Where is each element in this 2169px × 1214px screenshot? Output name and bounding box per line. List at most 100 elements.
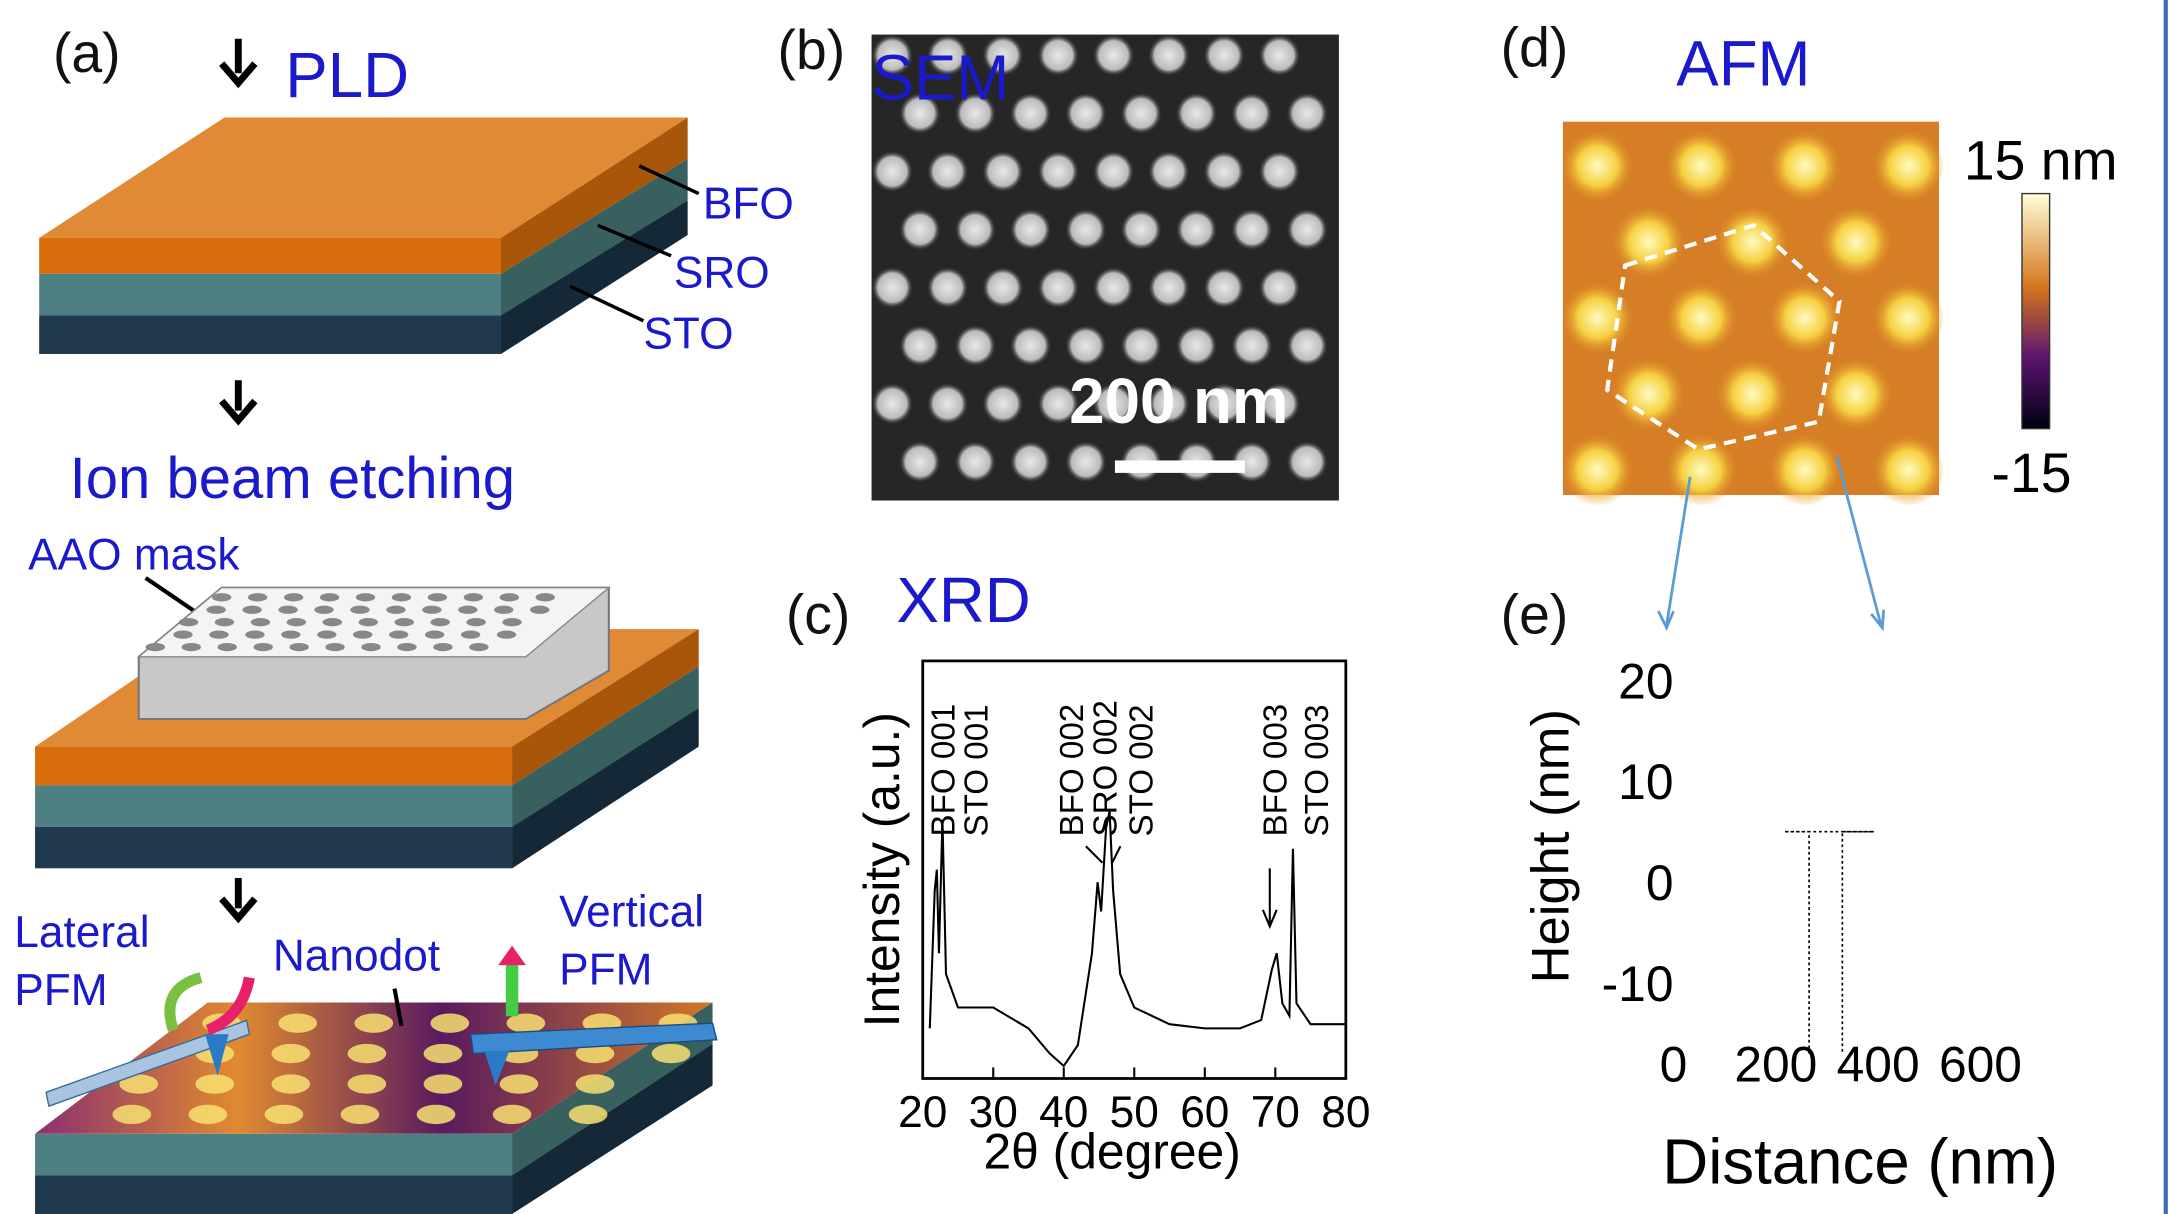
mask-hole <box>350 606 369 614</box>
afm-dot <box>1820 206 1892 278</box>
sem-dot <box>1148 35 1189 76</box>
sem-dot <box>1093 35 1134 76</box>
sem-dot <box>1010 441 1051 482</box>
sem-dot <box>1010 209 1051 250</box>
afm-dot <box>1820 358 1892 430</box>
mask-hole <box>425 631 444 639</box>
sem-dot <box>1120 325 1161 366</box>
height-profile <box>1784 832 1874 1054</box>
sem-dot <box>1037 267 1078 308</box>
afm-dot <box>1873 130 1945 202</box>
sem-dot <box>1010 325 1051 366</box>
sem-dot <box>927 267 968 308</box>
surface-dot <box>417 1105 456 1124</box>
surface-dot <box>348 1044 387 1063</box>
scale-bar <box>1115 460 1245 472</box>
surface-dot <box>112 1105 151 1124</box>
mask-label: AAO mask <box>28 531 240 580</box>
vertical-label: Vertical <box>559 887 704 936</box>
mask-hole <box>287 618 306 626</box>
sem-dot <box>955 441 996 482</box>
nanodot-label: Nanodot <box>273 932 440 981</box>
sem-dot <box>872 151 913 192</box>
sem-dot <box>872 383 913 424</box>
surface-dot <box>493 1105 532 1124</box>
sem-dot <box>1259 267 1300 308</box>
afm-dot <box>1613 358 1685 430</box>
x-tick-label: 50 <box>1110 1088 1159 1137</box>
sem-dot <box>1065 325 1106 366</box>
colorbar-min: -15 <box>1992 442 2072 504</box>
surface-dot <box>424 1044 463 1063</box>
sem-dot <box>1259 35 1300 76</box>
sem-dot <box>1065 441 1106 482</box>
sem-dot <box>1065 209 1106 250</box>
surface-dot <box>278 1014 317 1033</box>
sem-dot <box>1231 93 1272 134</box>
x-tick-label: 40 <box>1039 1088 1088 1137</box>
mask-hole <box>356 593 375 601</box>
mask-hole <box>361 643 380 651</box>
sem-dot <box>1203 267 1244 308</box>
surface-dot <box>569 1105 608 1124</box>
surface-dot <box>424 1074 463 1093</box>
afm-dot <box>1769 434 1841 506</box>
x-tick-label: 600 <box>1939 1036 2022 1092</box>
surface-dot <box>271 1044 310 1063</box>
peak-label: BFO 002 <box>1054 704 1091 837</box>
panel-d: (d) AFM 15 nm -15 <box>1501 16 2118 627</box>
vertical-label: PFM <box>559 945 652 994</box>
sem-dot <box>1037 151 1078 192</box>
mask-hole <box>173 631 192 639</box>
sem-dot <box>1120 93 1161 134</box>
surface-dot <box>576 1074 615 1093</box>
mask-hole <box>386 606 405 614</box>
peak-label: BFO 001 <box>926 704 963 837</box>
mask-hole <box>182 643 201 651</box>
afm-dot <box>1665 130 1737 202</box>
y-tick-label: -10 <box>1602 956 1674 1012</box>
sem-dot <box>982 151 1023 192</box>
x-tick-label: 0 <box>1660 1036 1688 1092</box>
afm-dot <box>1562 130 1634 202</box>
mask-hole <box>389 631 408 639</box>
sem-title: SEM <box>872 43 1010 114</box>
y-axis-label: Intensity (a.u.) <box>854 712 910 1027</box>
afm-dot <box>1873 282 1945 354</box>
peak-label: SRO 002 <box>1087 700 1124 836</box>
sem-dot <box>1148 267 1189 308</box>
x-tick-label: 30 <box>969 1088 1018 1137</box>
panel-label: (e) <box>1501 583 1569 645</box>
mask-hole <box>281 631 300 639</box>
mask-hole <box>320 593 339 601</box>
panel-label: (b) <box>778 19 846 81</box>
x-tick-label: 400 <box>1837 1036 1920 1092</box>
sem-dot <box>1093 267 1134 308</box>
mask-hole <box>469 643 488 651</box>
x-tick-label: 200 <box>1734 1036 1817 1092</box>
surface-dot <box>507 1014 546 1033</box>
mask-hole <box>536 593 555 601</box>
surface-dot <box>354 1014 393 1033</box>
mask-hole <box>254 643 273 651</box>
peak-label: STO 001 <box>959 704 996 836</box>
sem-dot <box>1231 325 1272 366</box>
sem-dot <box>1286 441 1327 482</box>
mask-hole <box>248 593 267 601</box>
y-tick-label: 20 <box>1618 653 1673 709</box>
lateral-label: PFM <box>14 966 107 1015</box>
panel-label: (d) <box>1501 16 1569 78</box>
sem-dot <box>1231 209 1272 250</box>
xrd-title: XRD <box>896 565 1030 636</box>
mask-hole <box>314 606 333 614</box>
sem-dot <box>955 325 996 366</box>
mask-hole <box>466 618 485 626</box>
sem-dot <box>982 383 1023 424</box>
afm-title: AFM <box>1676 29 1810 100</box>
sem-dot <box>872 267 913 308</box>
sem-dot <box>1120 209 1161 250</box>
mask-hole <box>284 593 303 601</box>
mask-hole <box>353 631 372 639</box>
peak-label: STO 003 <box>1299 704 1336 836</box>
